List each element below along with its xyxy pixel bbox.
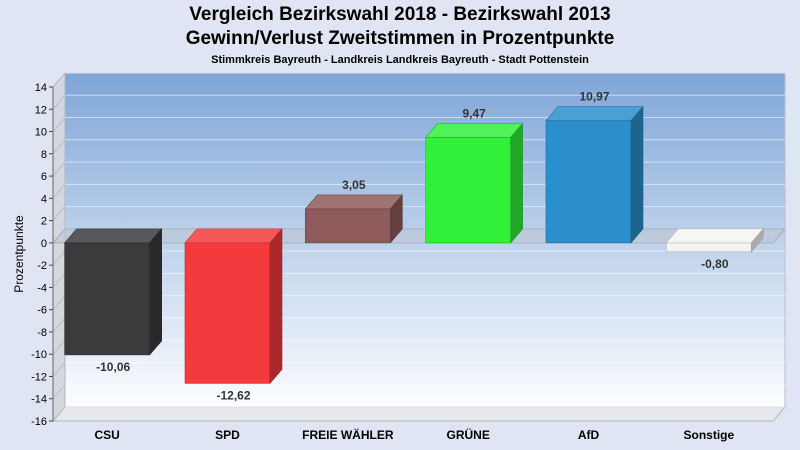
y-tick-label: -14 — [31, 394, 47, 406]
x-category-label: AfD — [578, 428, 600, 442]
bar-top-face — [184, 228, 283, 244]
gridline-side — [52, 317, 66, 333]
y-tick-label: -2 — [37, 260, 47, 272]
y-tick-label: 8 — [41, 149, 47, 161]
y-tick-label: -4 — [37, 282, 47, 294]
bar-top-face — [545, 106, 644, 122]
bar-value-label: 9,47 — [462, 106, 486, 120]
gridline-side — [52, 273, 66, 288]
gridline-side — [52, 362, 66, 377]
bar-value-label: 3,05 — [342, 178, 366, 192]
y-tick-label: 10 — [35, 127, 47, 139]
y-tick-label: -16 — [31, 416, 47, 428]
plot-floor — [51, 406, 787, 422]
x-category-label: GRÜNE — [446, 427, 489, 442]
x-category-label: SPD — [215, 428, 240, 442]
bar-side-face — [269, 228, 283, 385]
y-tick-label: -12 — [31, 371, 47, 383]
bar-side-face — [390, 194, 403, 244]
bar-value-label: -0,80 — [701, 257, 729, 271]
gridline-side — [52, 117, 66, 132]
bar-value-label: -10,06 — [96, 360, 130, 374]
bar-side-face — [751, 228, 764, 253]
gridline-side — [52, 339, 66, 355]
gridline-side — [52, 161, 66, 177]
bar-value-label: -12,62 — [216, 388, 250, 402]
bar-side-face — [630, 105, 644, 244]
chart-title: Vergleich Bezirkswahl 2018 - Bezirkswahl… — [189, 4, 611, 25]
bar-freie-w-hler — [305, 208, 391, 244]
gridline-side — [52, 206, 66, 221]
gridline-side — [52, 384, 66, 400]
bar-top-face — [304, 194, 403, 210]
y-tick-label: 14 — [35, 82, 47, 94]
gridline-side — [52, 184, 66, 199]
gridline-side — [52, 406, 66, 422]
bar-afd — [545, 120, 632, 244]
gridline-side — [52, 72, 66, 88]
bar-value-label: 10,97 — [579, 90, 609, 104]
y-tick-label: 0 — [41, 238, 47, 250]
x-category-label: Sonstige — [683, 428, 734, 442]
gridline-side — [52, 295, 66, 310]
x-category-label: FREIE WÄHLER — [302, 427, 394, 442]
y-tick-label: 2 — [41, 216, 47, 228]
y-tick-label: 4 — [41, 193, 47, 205]
bar-side-face — [149, 228, 162, 356]
bar-side-face — [510, 122, 523, 244]
gridline-side — [52, 250, 66, 266]
bar-top-face — [425, 123, 524, 138]
chart-subsubtitle: Stimmkreis Bayreuth - Landkreis Landkrei… — [211, 54, 589, 66]
y-tick-label: -8 — [37, 327, 47, 339]
gridline-side — [52, 139, 66, 155]
y-tick-label: 12 — [35, 104, 47, 116]
bar-top-face — [665, 228, 764, 244]
chart-subtitle: Gewinn/Verlust Zweitstimmen in Prozentpu… — [185, 28, 615, 49]
y-tick-label: 6 — [41, 171, 47, 183]
x-category-label: CSU — [94, 428, 119, 442]
bar-gr-ne — [425, 137, 511, 244]
bar-top-face — [64, 228, 163, 244]
gridline-side — [52, 94, 66, 110]
bar-sonstige — [666, 242, 752, 253]
bar-spd — [184, 242, 271, 384]
bar-csu — [64, 242, 150, 356]
y-axis-label: Prozentpunkte — [12, 215, 26, 293]
y-tick-label: -6 — [37, 305, 47, 317]
y-tick-label: -10 — [31, 349, 47, 361]
